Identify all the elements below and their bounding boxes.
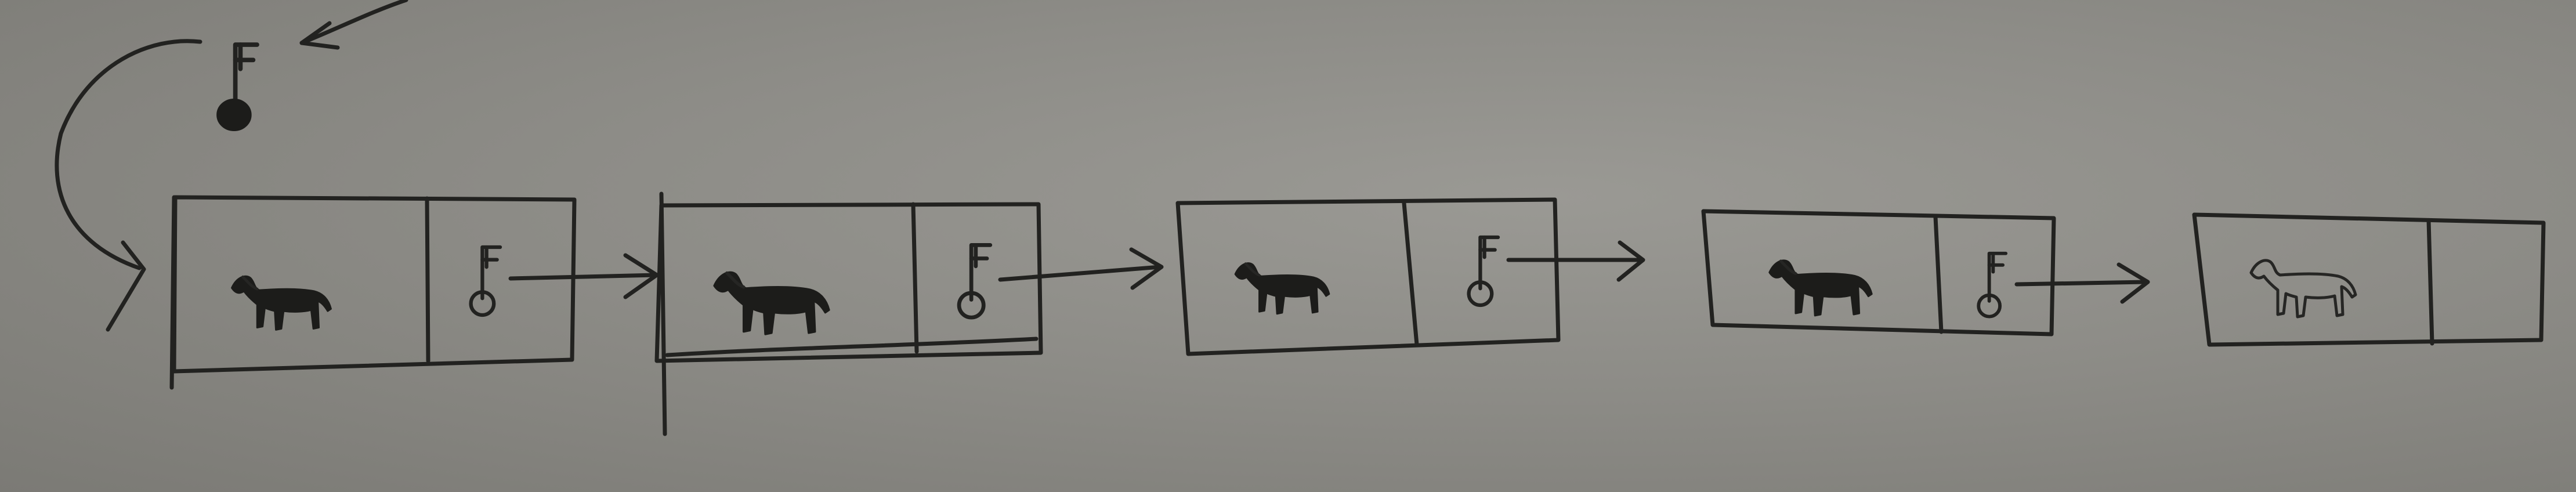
head-curved-arrowhead — [106, 240, 146, 332]
list-node-1 — [169, 195, 577, 390]
list-node-2 — [654, 191, 1043, 436]
head-incoming-arrowhead — [299, 21, 340, 50]
node-3-box — [1175, 197, 1561, 356]
node-5-divider — [2426, 218, 2434, 346]
node-1-divider — [425, 196, 430, 363]
list-node-4 — [1701, 209, 2056, 337]
next-arrow-3 — [1506, 240, 1645, 282]
head-curved-arrow — [55, 39, 202, 270]
node-5-horse-icon — [2251, 261, 2356, 317]
node-5-box — [2192, 212, 2546, 347]
node-3-divider — [1402, 201, 1419, 347]
node-4-key-icon — [1978, 254, 2006, 317]
list-node-5 — [2192, 212, 2546, 347]
next-arrow-1 — [508, 253, 659, 299]
list-node-3 — [1175, 197, 1561, 356]
node-1-key-icon — [471, 247, 500, 315]
node-2-key-icon — [959, 245, 990, 317]
head-pointer — [55, 0, 408, 332]
node-1-horse-icon — [232, 276, 331, 330]
head-key-icon — [218, 45, 257, 130]
node-2-divider — [911, 202, 919, 354]
node-3-key-icon — [1469, 237, 1498, 305]
node-2-box — [654, 202, 1043, 363]
node-4-box — [1701, 209, 2056, 337]
node-4-divider — [1933, 215, 1944, 334]
next-arrow-2 — [998, 247, 1164, 290]
node-4-horse-icon — [1770, 261, 1872, 316]
node-2-horse-icon — [714, 272, 829, 334]
next-arrow-4 — [2014, 262, 2150, 304]
node-3-horse-icon — [1235, 263, 1329, 314]
node-list — [169, 191, 2546, 436]
head-incoming-arrow — [299, 0, 408, 45]
